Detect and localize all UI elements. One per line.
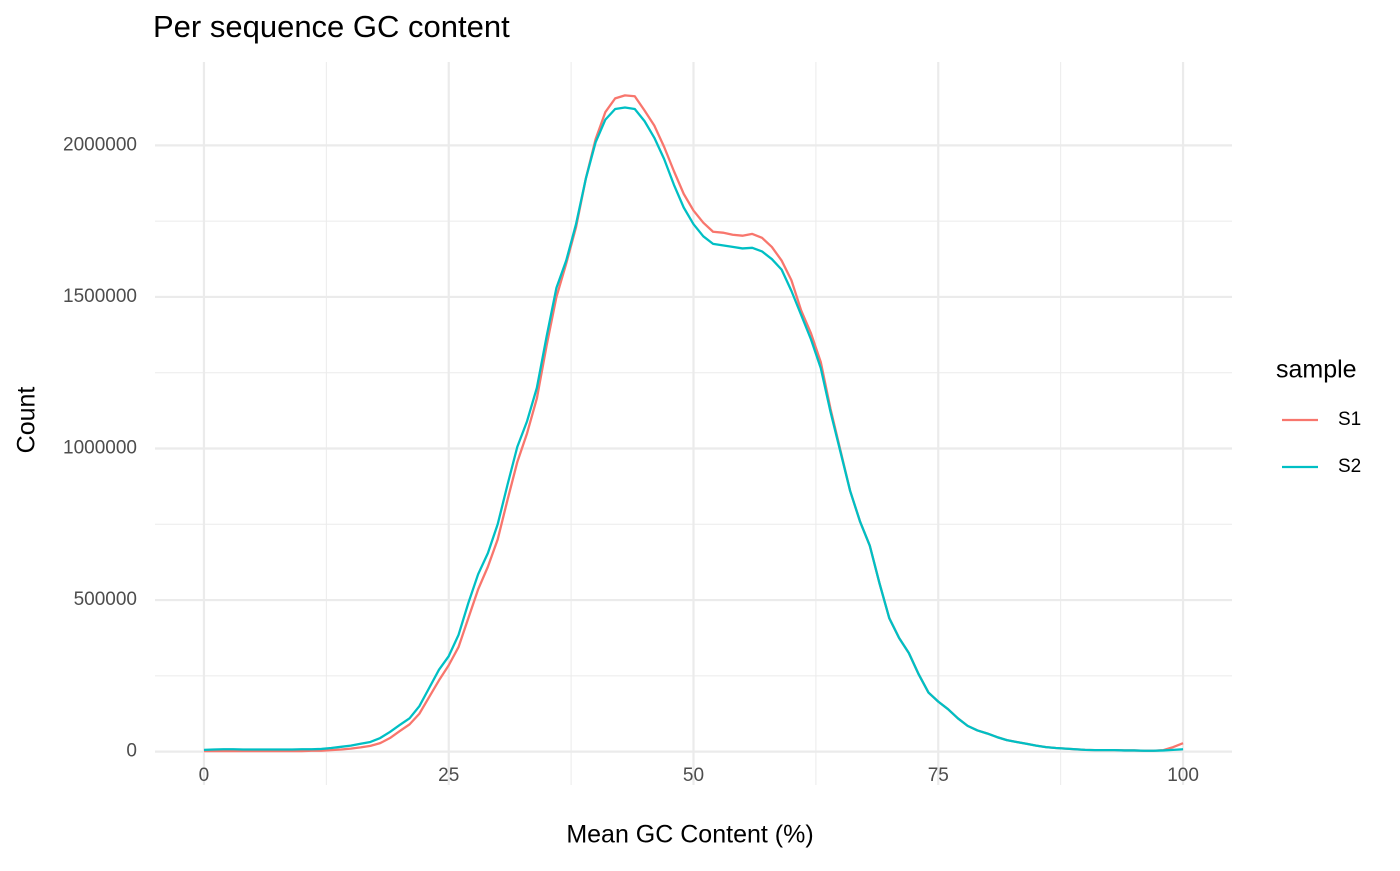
- legend-label: S1: [1338, 409, 1361, 430]
- x-tick-label: 75: [928, 765, 949, 786]
- chart-title: Per sequence GC content: [153, 9, 510, 44]
- legend-label: S2: [1338, 456, 1361, 477]
- y-tick-label: 1000000: [63, 438, 137, 459]
- x-axis-title: Mean GC Content (%): [566, 821, 813, 849]
- x-tick-label: 50: [683, 765, 704, 786]
- y-tick-label: 500000: [74, 589, 137, 610]
- y-tick-label: 2000000: [63, 134, 137, 155]
- y-tick-label: 1500000: [63, 286, 137, 307]
- legend-title: sample: [1276, 356, 1357, 384]
- x-tick-label: 0: [199, 765, 210, 786]
- x-tick-label: 25: [438, 765, 459, 786]
- grid: [155, 62, 1232, 785]
- y-tick-label: 0: [126, 741, 137, 762]
- y-axis-title: Count: [13, 387, 41, 454]
- series-line: [203, 106, 1184, 752]
- x-tick-label: 100: [1167, 765, 1199, 786]
